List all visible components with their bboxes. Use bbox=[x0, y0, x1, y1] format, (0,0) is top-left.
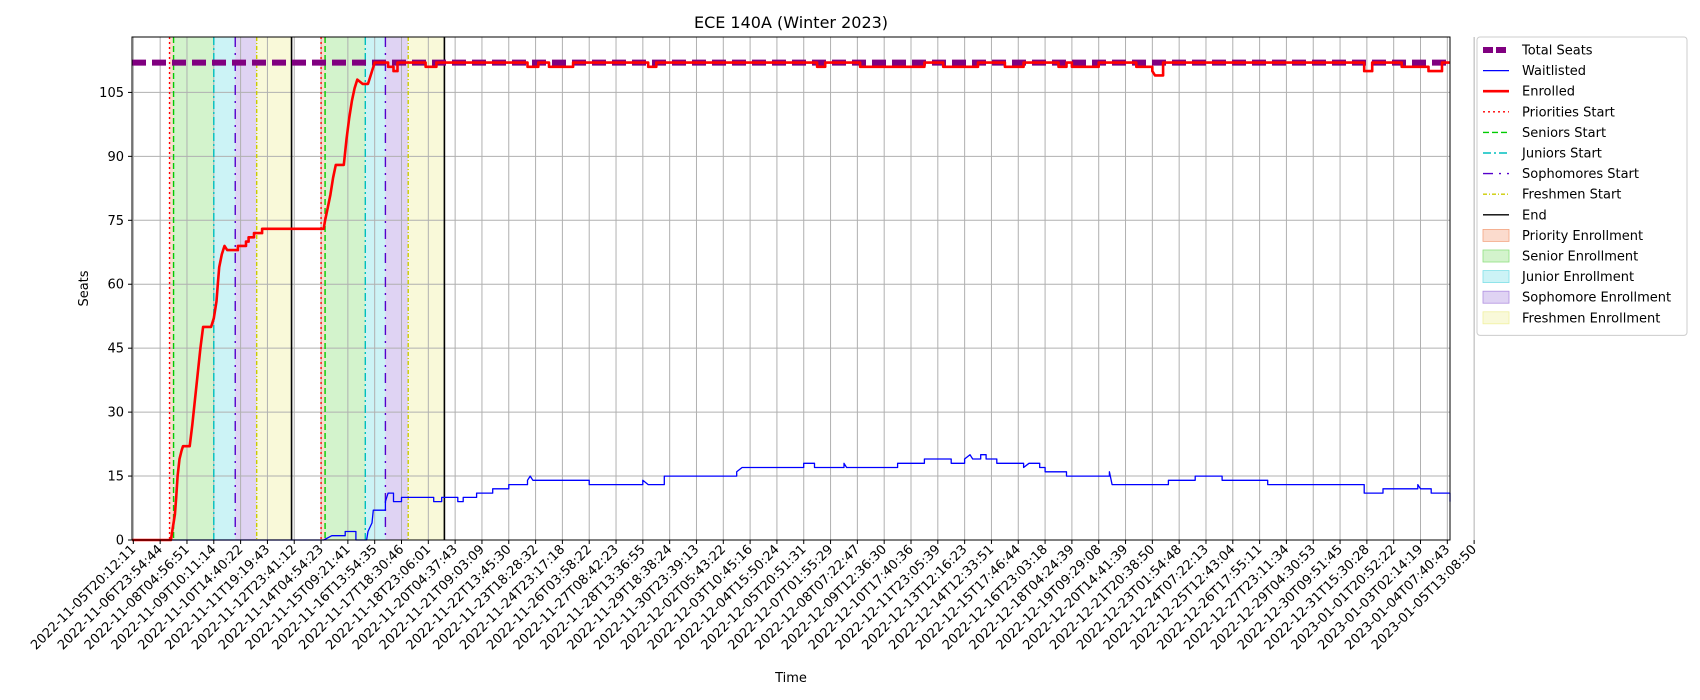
legend-label-total-seats: Total Seats bbox=[1521, 44, 1593, 59]
span-sophomore-enrollment bbox=[235, 37, 257, 540]
y-tick-label: 90 bbox=[107, 150, 124, 165]
legend: Total Seats Waitlisted Enrolled Priorities … bbox=[1476, 36, 1688, 336]
legend-swatch-senior-enrollment bbox=[1482, 249, 1510, 263]
y-axis-label: Seats bbox=[77, 270, 92, 306]
legend-label-junior-enrollment: Junior Enrollment bbox=[1521, 270, 1634, 285]
span-senior-enrollment bbox=[325, 37, 366, 540]
y-tick-label: 45 bbox=[107, 342, 124, 357]
x-axis: 2022-11-05T20:12:112022-11-06T23:54:4420… bbox=[28, 540, 1480, 653]
y-tick-label: 30 bbox=[107, 406, 124, 421]
y-tick-label: 60 bbox=[107, 278, 124, 293]
y-axis: 0 15 30 45 60 75 90 105 bbox=[99, 86, 132, 549]
grid bbox=[132, 37, 1475, 541]
span-freshmen-enrollment bbox=[408, 37, 445, 540]
span-freshmen-enrollment bbox=[256, 37, 292, 540]
x-axis-label: Time bbox=[774, 671, 807, 686]
legend-label-waitlisted: Waitlisted bbox=[1522, 64, 1586, 79]
legend-swatch-freshmen-enrollment bbox=[1482, 311, 1510, 325]
legend-swatch-priority-enrollment bbox=[1482, 228, 1510, 242]
y-tick-label: 105 bbox=[99, 86, 124, 101]
legend-label-end: End bbox=[1522, 208, 1547, 223]
plot-background bbox=[132, 37, 1450, 540]
phase-lines bbox=[168, 37, 446, 540]
legend-swatch-junior-enrollment bbox=[1482, 270, 1510, 284]
series-lines bbox=[132, 59, 1451, 542]
legend-box bbox=[1476, 36, 1688, 336]
legend-label-senior-enrollment: Senior Enrollment bbox=[1522, 250, 1638, 265]
plot-frame bbox=[131, 36, 1451, 541]
series-waitlisted bbox=[132, 454, 1451, 541]
span-sophomore-enrollment bbox=[385, 37, 409, 540]
span-priority-enrollment bbox=[321, 37, 326, 540]
y-tick-label: 15 bbox=[107, 470, 124, 485]
legend-label-freshmen-start: Freshmen Start bbox=[1522, 188, 1621, 203]
y-tick-label: 0 bbox=[116, 534, 124, 549]
plot-border bbox=[131, 36, 1451, 541]
plot-area bbox=[132, 37, 1450, 540]
legend-label-sophomore-enrollment: Sophomore Enrollment bbox=[1522, 291, 1671, 306]
legend-label-freshmen-enrollment: Freshmen Enrollment bbox=[1522, 311, 1660, 326]
series-enrolled bbox=[132, 61, 1450, 542]
legend-label-sophomores-start: Sophomores Start bbox=[1522, 167, 1639, 182]
legend-label-enrolled: Enrolled bbox=[1522, 85, 1575, 100]
legend-label-priorities-start: Priorities Start bbox=[1522, 105, 1615, 120]
span-junior-enrollment bbox=[365, 37, 386, 540]
legend-swatch-sophomore-enrollment bbox=[1482, 290, 1510, 304]
legend-label-seniors-start: Seniors Start bbox=[1522, 126, 1606, 141]
span-priority-enrollment bbox=[169, 37, 174, 540]
legend-label-priority-enrollment: Priority Enrollment bbox=[1522, 229, 1643, 244]
legend-label-juniors-start: Juniors Start bbox=[1521, 147, 1602, 162]
span-junior-enrollment bbox=[213, 37, 236, 540]
y-tick-label: 75 bbox=[107, 214, 124, 229]
chart-title: ECE 140A (Winter 2023) bbox=[694, 13, 888, 32]
